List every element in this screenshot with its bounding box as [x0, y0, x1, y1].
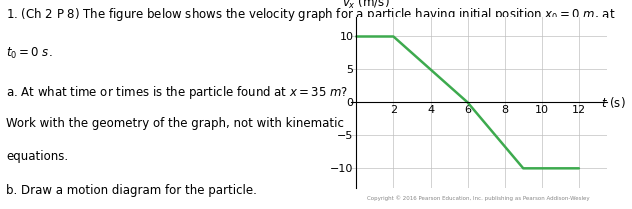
Text: Copyright © 2016 Pearson Education, Inc. publishing as Pearson Addison-Wesley: Copyright © 2016 Pearson Education, Inc.… [367, 195, 590, 201]
Text: $t$ (s): $t$ (s) [601, 95, 626, 110]
Text: $t_0 = 0\ s$.: $t_0 = 0\ s$. [6, 46, 53, 61]
Text: Work with the geometry of the graph, not with kinematic: Work with the geometry of the graph, not… [6, 117, 344, 130]
Text: $v_x$ (m/s): $v_x$ (m/s) [342, 0, 389, 11]
Text: b. Draw a motion diagram for the particle.: b. Draw a motion diagram for the particl… [6, 184, 257, 197]
Text: equations.: equations. [6, 150, 68, 163]
Text: a. At what time or times is the particle found at $x = 35\ m?$: a. At what time or times is the particle… [6, 84, 348, 101]
Text: 1. (Ch 2 P 8) The figure below shows the velocity graph for a particle having in: 1. (Ch 2 P 8) The figure below shows the… [6, 6, 616, 23]
